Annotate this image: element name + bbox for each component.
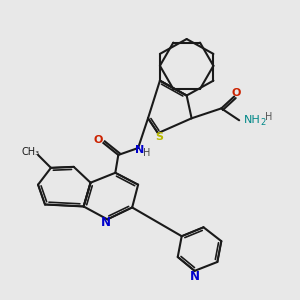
Text: N: N [190, 270, 200, 283]
Text: NH: NH [244, 115, 261, 125]
Text: H: H [265, 112, 272, 122]
Text: N: N [100, 216, 110, 229]
Text: CH₃: CH₃ [21, 147, 39, 157]
Text: N: N [136, 145, 145, 155]
Text: H: H [143, 148, 151, 158]
Text: 2: 2 [260, 118, 265, 127]
Text: S: S [155, 132, 163, 142]
Text: O: O [94, 135, 103, 145]
Text: O: O [232, 88, 241, 98]
